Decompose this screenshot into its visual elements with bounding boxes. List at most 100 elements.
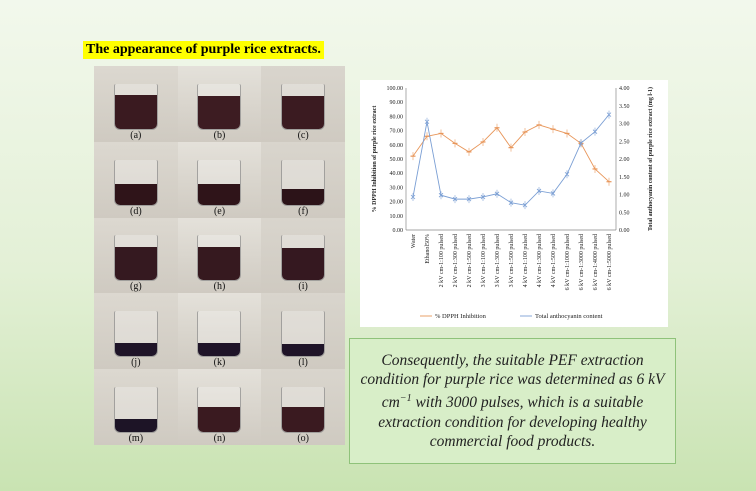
photo-label: (c) — [297, 129, 309, 141]
data-point — [606, 112, 612, 117]
photo-label: (d) — [129, 205, 142, 217]
x-tick-label: 3 kV cm-1:500 pulsed — [509, 234, 515, 287]
y-tick-label: 20.00 — [390, 200, 404, 206]
photo-cell: (m) — [94, 369, 178, 445]
y-tick-label: 40.00 — [390, 171, 404, 177]
data-point — [536, 188, 542, 194]
y-tick-label: 80.00 — [390, 114, 404, 120]
data-point — [438, 192, 444, 198]
photo-cell: (f) — [261, 141, 345, 218]
y-tick-label: 90.00 — [390, 100, 404, 106]
data-point — [522, 202, 528, 208]
photo-cell: (e) — [177, 141, 262, 218]
y-tick-label: 70.00 — [390, 129, 404, 135]
beaker-image — [113, 235, 158, 282]
x-tick-label: 2 kV cm-1:100 pulsed — [439, 234, 445, 287]
beaker-image — [281, 83, 326, 130]
photo-label: (j) — [131, 357, 141, 369]
photo-label: (e) — [213, 205, 226, 217]
x-tick-label: 4 kV cm-1:100 pulsed — [523, 234, 529, 287]
x-tick-label: 6 kV cm-1:4000 pulsed — [593, 234, 599, 290]
chart-svg: 0.00 10.00 20.00 30.00 40.00 50.00 60.00 70.00 8… — [372, 86, 654, 320]
data-point — [494, 191, 500, 197]
conclusion-text: Consequently, the suitable PEF extractio… — [360, 351, 665, 450]
photo-label: (f) — [298, 205, 309, 217]
data-point — [466, 196, 472, 202]
conclusion-superscript: −1 — [399, 393, 412, 405]
photo-cell: (o) — [261, 369, 345, 445]
photo-label: (k) — [213, 357, 226, 369]
beaker-image — [197, 235, 242, 282]
photo-label: (b) — [213, 129, 226, 141]
beaker-image — [197, 311, 242, 358]
y2-tick-label: 2.00 — [619, 157, 630, 163]
legend-label: % DPPH Inhibition — [435, 313, 487, 320]
photo-label: (m) — [128, 433, 144, 444]
y2-tick-label: 2.50 — [619, 139, 630, 145]
photo-label: (a) — [130, 129, 142, 141]
photo-cell: (k) — [177, 293, 262, 370]
y-tick-label: 10.00 — [390, 214, 404, 220]
y2-tick-label: 3.00 — [619, 122, 630, 128]
photo-cell: (i) — [261, 217, 345, 294]
photo-cell: (c) — [261, 66, 345, 142]
beaker-image — [197, 387, 242, 433]
photo-label: (n) — [213, 433, 226, 444]
data-point — [564, 171, 570, 177]
beaker-image — [197, 159, 242, 206]
y2-tick-label: 1.50 — [619, 175, 630, 181]
photo-label: (i) — [298, 281, 308, 293]
photo-label: (o) — [297, 433, 309, 444]
x-tick-label: 2 kV cm-1:500 pulsed — [467, 234, 473, 287]
data-point — [480, 194, 486, 200]
photo-cell: (d) — [94, 141, 178, 218]
y2-tick-label: 3.50 — [619, 104, 630, 110]
y2-tick-label: 0.50 — [619, 210, 630, 216]
x-tick-label: 2 kV cm-1:300 pulsed — [453, 234, 459, 287]
data-point — [592, 129, 598, 134]
beaker-image — [197, 83, 242, 130]
y-tick-label: 60.00 — [390, 143, 404, 149]
photo-label: (h) — [213, 281, 226, 293]
photo-cell: (l) — [261, 293, 345, 370]
photo-label: (g) — [129, 281, 142, 293]
y-axis-title: % DPPH Inhibition of purple rice extract — [372, 106, 378, 213]
beaker-image — [281, 235, 326, 282]
y2-tick-label: 4.00 — [619, 86, 630, 92]
x-tick-label: 3 kV cm-1:300 pulsed — [495, 234, 501, 287]
beaker-image — [113, 83, 158, 130]
data-point — [424, 119, 430, 125]
y-tick-label: 50.00 — [390, 157, 404, 163]
y2-tick-label: 1.00 — [619, 193, 630, 199]
data-point — [550, 191, 556, 196]
data-point — [452, 196, 458, 202]
photo-label: (l) — [298, 357, 308, 369]
conclusion-part1: Consequently, the suitable PEF extractio… — [360, 352, 665, 412]
beaker-image — [113, 311, 158, 358]
photo-cell: (h) — [177, 217, 262, 294]
series-line-1 — [412, 114, 610, 206]
x-tick-label: 6 kV cm-1:3000 pulsed — [579, 234, 585, 290]
y-tick-label: 0.00 — [393, 228, 404, 234]
dpph-anthocyanin-chart: 0.00 10.00 20.00 30.00 40.00 50.00 60.00 70.00 8… — [360, 80, 668, 327]
beaker-image — [113, 159, 158, 206]
data-point — [410, 194, 416, 200]
conclusion-box: Consequently, the suitable PEF extractio… — [349, 338, 676, 464]
x-tick-label: 6 kV cm-1:5000 pulsed — [607, 234, 613, 290]
y2-tick-label: 0.00 — [619, 228, 630, 234]
photo-cell: (b) — [177, 66, 262, 142]
x-tick-label: 4 kV cm-1:500 pulsed — [551, 234, 557, 287]
beaker-image — [281, 311, 326, 358]
beaker-image — [281, 159, 326, 206]
x-tick-label: 6 kV cm-1:1000 pulsed — [565, 234, 571, 290]
y2-axis-title: Total anthocyanin content of purple rice… — [647, 87, 654, 231]
photo-cell: (j) — [94, 293, 178, 370]
purple-rice-extract-photos: (a) (b) (c) (d) (e) (f) (g) (h) (i) (j) (k) (l) (m) (… — [94, 66, 345, 445]
beaker-image — [281, 387, 326, 433]
data-point — [578, 140, 584, 146]
x-tick-label: 3 kV cm-1:100 pulsed — [481, 234, 487, 287]
photo-cell: (a) — [94, 66, 178, 142]
legend-label: Total anthocyanin content — [535, 313, 603, 320]
conclusion-part2: with 3000 pulses, which is a suitable ex… — [378, 394, 647, 450]
y-tick-label: 100.00 — [387, 86, 404, 92]
